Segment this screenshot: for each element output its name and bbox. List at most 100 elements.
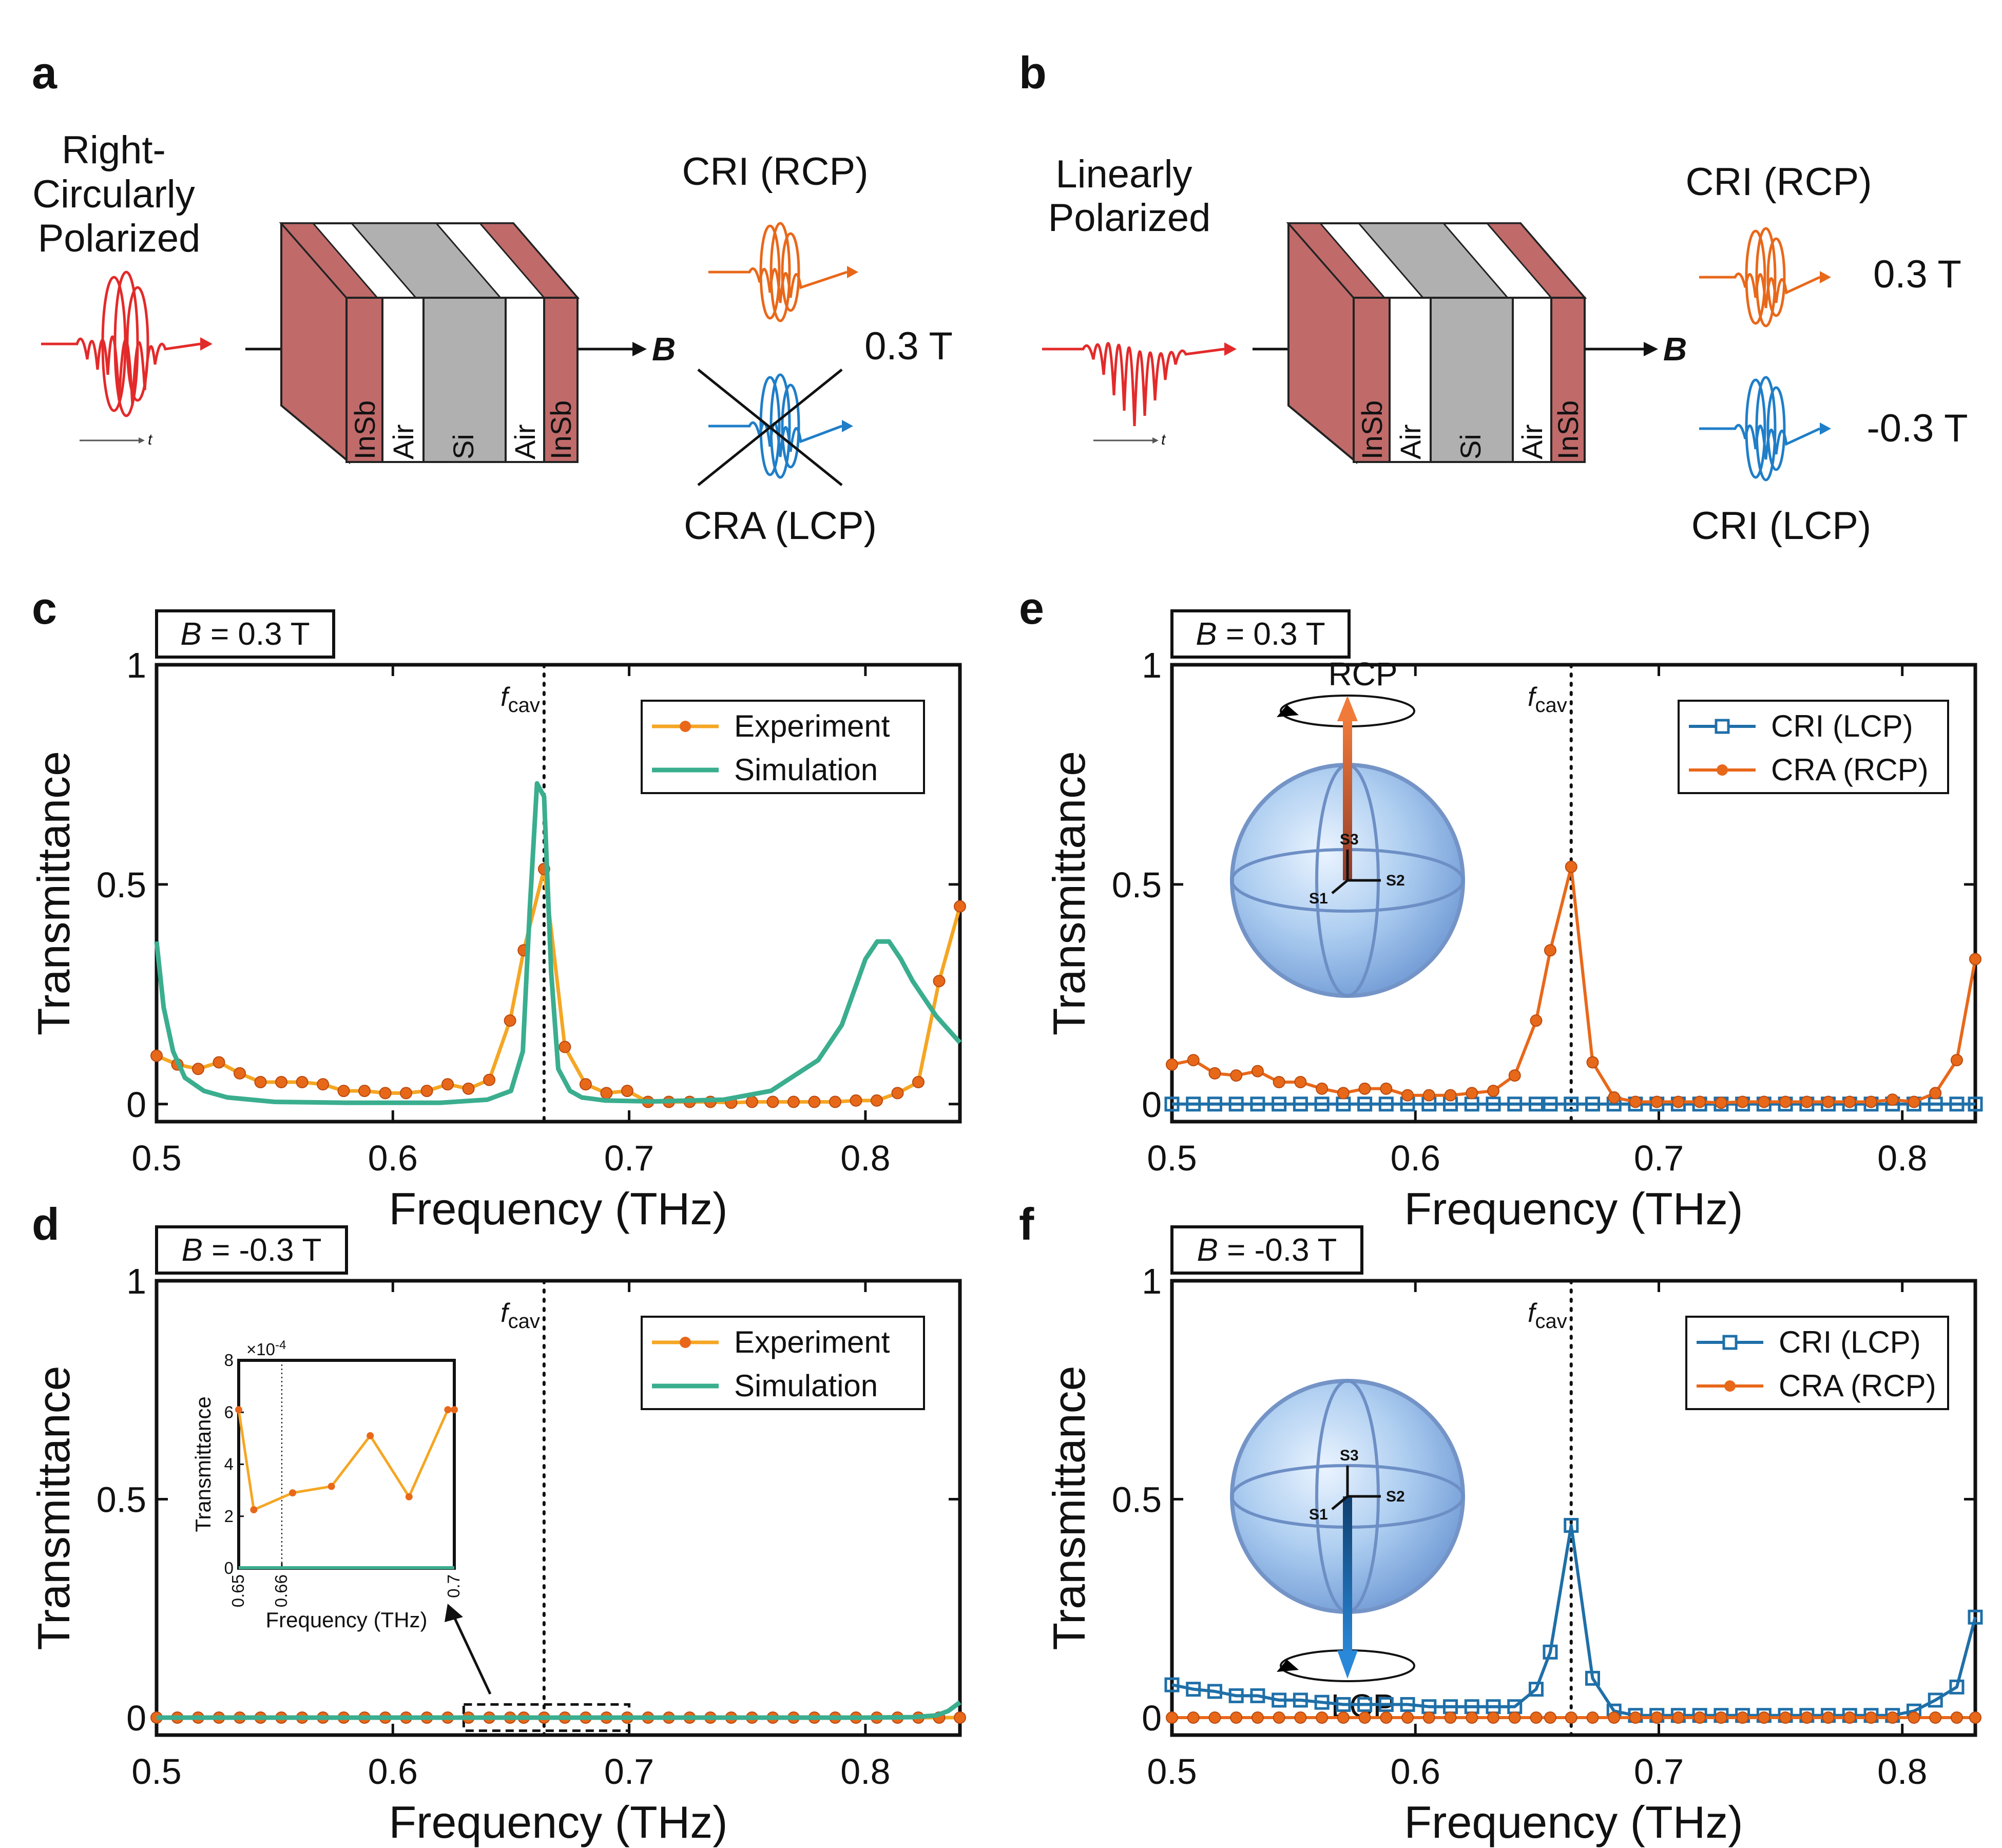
data-point bbox=[1800, 1711, 1813, 1724]
series-line-experiment bbox=[156, 867, 962, 1105]
y-tick-label: 1 bbox=[126, 645, 146, 685]
s2-label: S2 bbox=[1386, 1488, 1405, 1505]
data-point bbox=[1543, 1096, 1558, 1112]
field-label: B = 0.3 T bbox=[180, 617, 310, 652]
s1-label: S1 bbox=[1309, 890, 1328, 907]
field-label: B = -0.3 T bbox=[182, 1233, 322, 1268]
panel-letter-d: d bbox=[32, 1199, 60, 1249]
data-point bbox=[1736, 1711, 1749, 1724]
y-tick-label: 1 bbox=[1142, 1261, 1162, 1301]
data-point bbox=[1715, 1711, 1727, 1724]
data-point bbox=[1672, 1095, 1685, 1108]
data-point bbox=[1650, 1095, 1663, 1108]
chart-e: e B = 0.3 T 0.5 0.6 0.7 0.8 0 0.5 1 Frequency (TH… bbox=[1019, 583, 1983, 1234]
y-tick-label: 0 bbox=[1142, 1698, 1162, 1738]
data-point bbox=[1250, 1688, 1265, 1703]
inset-series-experiment bbox=[237, 1408, 454, 1512]
input-label-a: Right- Circularly Polarized bbox=[32, 128, 206, 260]
y-tick-label: 1 bbox=[1142, 645, 1162, 685]
data-point bbox=[1230, 1069, 1243, 1082]
data-point bbox=[1672, 1711, 1685, 1724]
inset-exponent: ×10-4 bbox=[246, 1338, 286, 1359]
data-point bbox=[1401, 1711, 1414, 1724]
fcav-label: fcav bbox=[1528, 1298, 1567, 1333]
x-axis-label: Frequency (THz) bbox=[389, 1797, 727, 1847]
cra-lcp-output-a bbox=[697, 369, 853, 486]
data-point bbox=[1949, 1096, 1965, 1112]
data-point bbox=[1843, 1095, 1856, 1108]
plot-frame bbox=[155, 663, 962, 1124]
data-point bbox=[1316, 1711, 1329, 1724]
series-line-simulation bbox=[157, 1700, 961, 1720]
data-point bbox=[1186, 1682, 1201, 1697]
inset-x-tick-label: 0.65 bbox=[228, 1574, 247, 1607]
data-point bbox=[213, 1056, 225, 1069]
data-point bbox=[379, 1087, 392, 1100]
s1-axis bbox=[1331, 879, 1349, 894]
s1-label: S1 bbox=[1309, 1506, 1328, 1523]
data-point bbox=[1337, 1711, 1350, 1724]
data-point bbox=[1380, 1082, 1393, 1095]
data-point bbox=[1228, 1688, 1244, 1703]
x-tick-label: 0.7 bbox=[1634, 1138, 1684, 1178]
data-point bbox=[1186, 1096, 1201, 1112]
inset-y-tick-label: 6 bbox=[224, 1402, 234, 1421]
inset-y-tick-label: 4 bbox=[224, 1455, 234, 1474]
data-point bbox=[1166, 1711, 1178, 1724]
x-tick-label: 0.8 bbox=[1877, 1751, 1927, 1792]
data-point bbox=[1336, 1697, 1351, 1712]
legend-marker bbox=[1724, 1380, 1736, 1392]
data-point bbox=[1314, 1096, 1330, 1112]
data-point bbox=[829, 1095, 841, 1108]
legend-box bbox=[641, 700, 925, 794]
inset-y-tick-label: 8 bbox=[224, 1351, 234, 1370]
s1-axis bbox=[1331, 1495, 1349, 1510]
data-point bbox=[1337, 1087, 1350, 1100]
data-point bbox=[1908, 1711, 1920, 1724]
data-point bbox=[1565, 1711, 1577, 1724]
legend-label: CRI (LCP) bbox=[1771, 709, 1913, 743]
y-tick-label: 0.5 bbox=[1112, 1479, 1162, 1519]
legend-marker bbox=[680, 1337, 691, 1348]
legend-marker bbox=[1715, 719, 1730, 734]
data-point bbox=[337, 1085, 350, 1098]
field-bottom-label-b: -0.3 T bbox=[1866, 407, 1968, 450]
rotation-arrow bbox=[1277, 705, 1299, 717]
data-point bbox=[808, 1095, 821, 1108]
inset-x-tick-label: 0.66 bbox=[272, 1574, 291, 1607]
linear-input-pulse: t bbox=[1042, 342, 1237, 448]
data-point bbox=[234, 1067, 246, 1080]
data-point bbox=[441, 1078, 454, 1091]
data-point bbox=[1487, 1711, 1499, 1724]
legend-marker bbox=[1717, 764, 1728, 776]
layered-slab-a: InSb Air Si Air InSb bbox=[279, 222, 580, 465]
data-point bbox=[1865, 1095, 1878, 1108]
data-point bbox=[1486, 1096, 1501, 1112]
field-box bbox=[155, 609, 335, 659]
y-tick-label: 0.5 bbox=[97, 865, 146, 905]
field-label-a: 0.3 T bbox=[864, 324, 953, 368]
svg-text:InSb: InSb bbox=[1356, 400, 1388, 459]
data-point bbox=[850, 1094, 862, 1107]
data-point bbox=[1528, 1682, 1544, 1697]
data-point bbox=[1272, 1692, 1287, 1708]
data-point bbox=[1586, 1711, 1599, 1724]
data-point bbox=[1444, 1089, 1457, 1102]
b-field-label-b: B bbox=[1663, 331, 1687, 368]
out-top-label-b: CRI (RCP) bbox=[1685, 160, 1872, 204]
data-point bbox=[1585, 1670, 1600, 1686]
panel-letter-b: b bbox=[1019, 47, 1047, 98]
inset-y-label: Transmittance bbox=[191, 1396, 215, 1532]
svg-text:Air: Air bbox=[509, 425, 541, 459]
data-point bbox=[1758, 1095, 1770, 1108]
data-point bbox=[1358, 1082, 1371, 1095]
data-point bbox=[1585, 1096, 1600, 1112]
x-tick-label: 0.6 bbox=[368, 1138, 418, 1178]
data-point bbox=[1693, 1095, 1706, 1108]
x-tick-label: 0.8 bbox=[840, 1751, 890, 1792]
plot-frame bbox=[1170, 663, 1977, 1124]
data-point bbox=[1380, 1711, 1393, 1724]
x-tick-label: 0.5 bbox=[1147, 1751, 1197, 1792]
inset-pointer bbox=[450, 1611, 492, 1695]
